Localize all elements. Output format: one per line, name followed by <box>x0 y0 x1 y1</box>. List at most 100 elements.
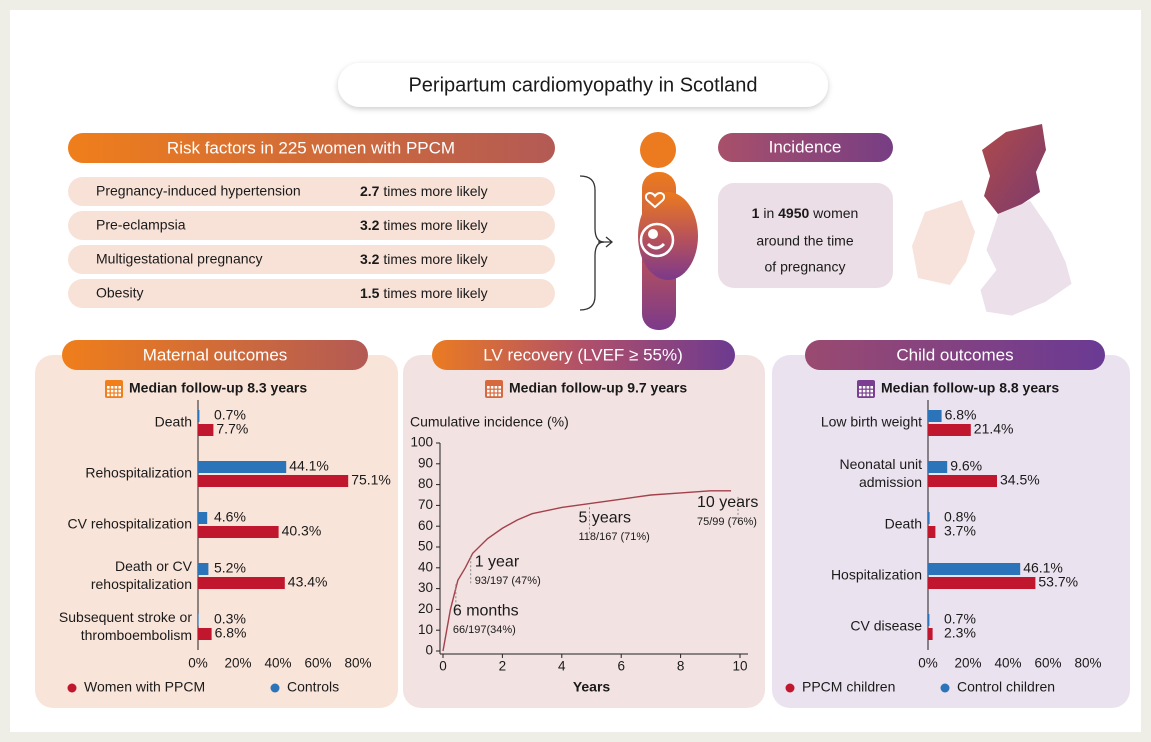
category-label: CV disease <box>850 618 922 634</box>
y-tick-label: 20 <box>418 601 433 616</box>
legend-label: Controls <box>287 679 339 695</box>
incidence-line1: 1 in 4950 women <box>752 205 859 221</box>
legend-label: Women with PPCM <box>84 679 205 695</box>
incidence-box <box>718 183 893 288</box>
incidence-line3: of pregnancy <box>765 259 846 275</box>
calendar-icon <box>105 380 123 398</box>
annotation-detail: 93/197 (47%) <box>475 575 541 587</box>
calendar-cell <box>498 386 501 389</box>
y-tick-label: 40 <box>418 559 433 574</box>
value-label: 34.5% <box>1000 472 1040 488</box>
calendar-cell <box>870 393 873 397</box>
calendar-cell <box>114 386 118 389</box>
legend-dot <box>67 683 77 693</box>
calendar-cell <box>870 389 873 393</box>
risk-title: Risk factors in 225 women with PPCM <box>167 138 455 157</box>
calendar-icon <box>857 380 875 398</box>
calendar-cell <box>487 386 490 389</box>
value-label: 0.7% <box>944 611 976 627</box>
incidence-title: Incidence <box>769 137 842 156</box>
risk-rows: Pregnancy-induced hypertension 2.7 times … <box>68 177 555 308</box>
risk-suffix: times more likely <box>379 217 487 233</box>
value-label: 0.3% <box>214 611 246 627</box>
value-label: 3.7% <box>944 523 976 539</box>
bar <box>198 512 208 524</box>
risk-name: Pregnancy-induced hypertension <box>96 183 301 199</box>
calendar-cell <box>118 389 121 393</box>
category-label: Death <box>155 414 192 430</box>
calendar-cell <box>498 393 501 397</box>
x-tick-label: 60% <box>1034 656 1061 671</box>
calendar-cell <box>494 389 498 393</box>
risk-value: 3.2 times more likely <box>360 217 488 233</box>
bar <box>928 577 1036 589</box>
calendar-cell <box>494 393 498 397</box>
value-label: 7.7% <box>216 421 248 437</box>
annotation-detail: 75/99 (76%) <box>697 516 757 528</box>
risk-suffix: times more likely <box>379 251 487 267</box>
calendar-cell <box>862 386 866 389</box>
value-label: 6.8% <box>215 625 247 641</box>
x-tick-label: 6 <box>617 659 625 674</box>
calendar-cell <box>107 386 110 389</box>
calendar-cell <box>107 393 110 397</box>
x-tick-label: 10 <box>732 659 747 674</box>
calendar-cell <box>859 393 862 397</box>
x-tick-label: 0 <box>439 659 447 674</box>
charts: Maternal outcomes Median follow-up 8.3 ye… <box>59 345 1102 694</box>
calendar-cell <box>490 386 494 389</box>
x-tick-label: 2 <box>499 659 507 674</box>
panel-child <box>772 355 1130 708</box>
x-tick-label: 40% <box>994 656 1021 671</box>
value-label: 44.1% <box>289 458 329 474</box>
arrow <box>598 236 614 248</box>
category-label: Subsequent stroke or thromboembolism <box>59 609 192 643</box>
calendar-cell <box>866 393 870 397</box>
x-tick-label: 8 <box>677 659 685 674</box>
category-label: Low birth weight <box>821 414 922 430</box>
value-label: 9.6% <box>950 458 982 474</box>
calendar-cell <box>110 389 114 393</box>
value-label: 46.1% <box>1023 560 1063 576</box>
x-tick-label: 0% <box>188 656 208 671</box>
risk-number: 1.5 <box>360 285 380 301</box>
legend-label: Control children <box>957 679 1055 695</box>
risk-row <box>68 211 555 240</box>
y-axis-title: Cumulative incidence (%) <box>410 414 569 430</box>
calendar-cell <box>866 386 870 389</box>
bar <box>928 563 1021 575</box>
bar <box>198 461 287 473</box>
value-label: 4.6% <box>214 509 246 525</box>
bar <box>928 526 936 538</box>
panel-lv <box>403 355 765 708</box>
risk-number: 3.2 <box>360 217 380 233</box>
category-label: Death or CV rehospitalization <box>91 558 193 592</box>
bar <box>198 475 349 487</box>
bar <box>928 410 942 422</box>
bar <box>928 628 933 640</box>
bar <box>928 461 948 473</box>
category-label: Hospitalization <box>831 567 922 583</box>
panel-title: LV recovery (LVEF ≥ 55%) <box>483 345 683 364</box>
value-label: 5.2% <box>214 560 246 576</box>
bar <box>928 475 997 487</box>
bar <box>198 563 209 575</box>
calendar-cell <box>487 389 490 393</box>
value-label: 75.1% <box>351 472 391 488</box>
x-tick-label: 60% <box>304 656 331 671</box>
incidence-count: 1 <box>752 205 760 221</box>
y-tick-label: 90 <box>418 455 433 470</box>
legend-dot <box>270 683 280 693</box>
annotation-detail: 118/167 (71%) <box>579 531 650 543</box>
risk-header <box>68 133 555 163</box>
risk-suffix: times more likely <box>379 285 487 301</box>
calendar-cell <box>118 386 121 389</box>
x-tick-label: 4 <box>558 659 566 674</box>
incidence-total: 4950 <box>778 205 809 221</box>
annotation-label: 6 months <box>453 602 519 619</box>
y-tick-label: 30 <box>418 580 433 595</box>
y-tick-label: 80 <box>418 476 433 491</box>
panel-subtitle: Median follow-up 8.8 years <box>881 380 1059 396</box>
title: Peripartum cardiomyopathy in Scotland <box>408 74 757 96</box>
